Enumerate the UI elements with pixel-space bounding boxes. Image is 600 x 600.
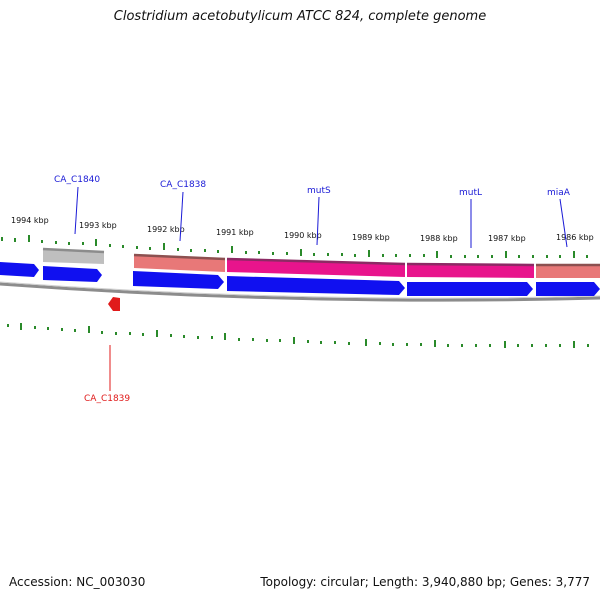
kbp-tick-label: 1992 kbp	[147, 225, 185, 234]
forward-genes	[43, 266, 600, 296]
kbp-tick-label: 1993 kbp	[79, 221, 117, 230]
genome-title: Clostridium acetobutylicum ATCC 824, com…	[113, 9, 487, 24]
gene-label-CA_C1838: CA_C1838	[160, 180, 206, 190]
label-leader-line	[74, 186, 79, 235]
kbp-tick-label: 1988 kbp	[420, 234, 458, 243]
gene-arrow	[536, 282, 600, 296]
gene-label-CA_C1839: CA_C1839	[84, 394, 130, 404]
feature-segment-mutL	[407, 264, 534, 278]
kbp-tick-label: 1986 kbp	[556, 233, 594, 242]
feature-segment-miaA	[536, 265, 600, 278]
label-leader-line	[316, 196, 320, 246]
kbp-tick-label: 1987 kbp	[488, 234, 526, 243]
kbp-tick-label: 1989 kbp	[352, 233, 390, 242]
genome-summary-text: Topology: circular; Length: 3,940,880 bp…	[260, 575, 590, 589]
label-leader-line	[179, 191, 184, 242]
upper-tick-row	[1, 235, 588, 258]
gene-arrow	[133, 271, 224, 289]
gene-arrow	[0, 262, 39, 277]
kbp-tick-label: 1991 kbp	[216, 228, 254, 237]
kbp-tick-label: 1990 kbp	[284, 231, 322, 240]
accession-text: Accession: NC_003030	[9, 575, 146, 589]
gene-label-mutL: mutL	[459, 188, 482, 198]
genome-backbone	[0, 282, 600, 302]
lower-tick-row	[7, 323, 589, 348]
kbp-tick-label: 1994 kbp	[11, 216, 49, 225]
label-leader-line	[559, 198, 568, 248]
gene-label-mutS: mutS	[307, 186, 331, 196]
gene-arrow-reverse	[108, 297, 120, 311]
gene-arrow	[227, 276, 405, 295]
gene-arrow	[407, 282, 533, 296]
feature-segment-grey	[43, 249, 104, 264]
gene-label-CA_C1840: CA_C1840	[54, 175, 100, 185]
feature-band-upper	[0, 247, 600, 278]
gene-label-miaA: miaA	[547, 188, 571, 198]
gene-arrow	[43, 266, 102, 282]
